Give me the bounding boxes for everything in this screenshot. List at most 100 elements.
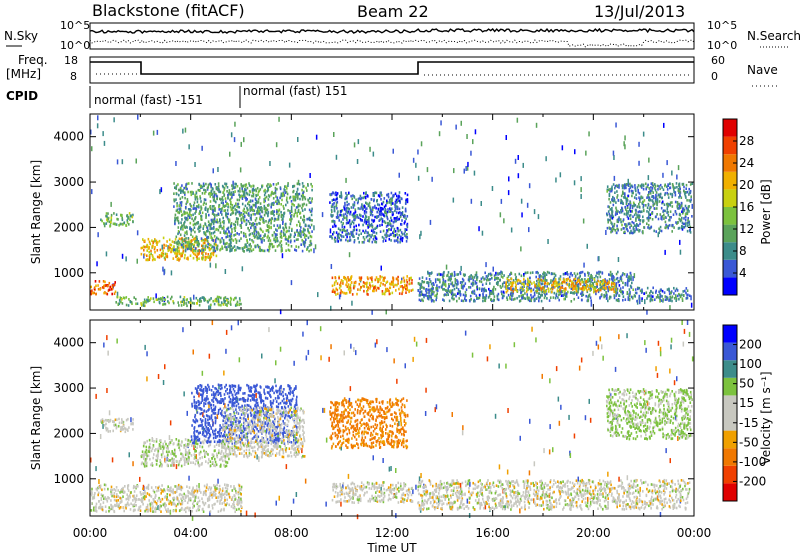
data-point <box>411 279 413 282</box>
data-point <box>171 295 173 299</box>
data-point <box>270 218 273 222</box>
data-point <box>588 287 590 291</box>
data-point <box>202 253 204 257</box>
colorbar-swatch <box>723 119 737 137</box>
data-point <box>204 241 206 245</box>
data-point <box>686 229 689 233</box>
data-point <box>229 242 232 246</box>
data-point <box>686 224 689 228</box>
data-point <box>390 283 392 286</box>
data-point <box>189 254 192 257</box>
data-point <box>596 285 598 288</box>
data-point <box>443 288 446 291</box>
data-point <box>562 294 565 297</box>
data-point <box>691 182 694 185</box>
data-point <box>350 233 353 237</box>
data-point <box>557 289 560 293</box>
data-point <box>602 286 605 289</box>
colorbar-tick-label: 16 <box>739 200 754 214</box>
data-point <box>668 218 670 222</box>
data-point <box>186 187 188 191</box>
data-point <box>261 237 264 240</box>
date-title: 13/Jul/2013 <box>594 2 685 21</box>
data-point <box>115 223 118 226</box>
data-point <box>225 184 227 187</box>
data-point <box>554 285 556 289</box>
data-point <box>334 198 337 202</box>
data-point <box>197 188 200 192</box>
data-point <box>475 281 478 285</box>
data-point <box>516 296 518 300</box>
data-point <box>573 272 576 275</box>
data-point <box>303 184 305 188</box>
data-point <box>380 217 383 220</box>
data-point <box>438 272 440 276</box>
data-point <box>352 194 354 197</box>
data-point <box>382 207 385 211</box>
data-point <box>275 183 278 186</box>
data-point <box>207 236 210 239</box>
data-point <box>494 288 497 291</box>
data-point <box>374 240 376 244</box>
scatter-point <box>455 124 457 130</box>
data-point <box>181 214 183 217</box>
data-point <box>370 212 373 215</box>
data-point <box>121 218 124 222</box>
data-point <box>199 249 202 253</box>
data-point <box>451 289 454 292</box>
data-point <box>358 233 360 237</box>
data-point <box>249 242 251 246</box>
data-point <box>647 226 649 229</box>
data-point <box>677 207 679 210</box>
data-point <box>678 182 681 186</box>
data-point <box>259 217 261 220</box>
scatter-point <box>663 122 665 128</box>
scatter-point <box>438 131 441 137</box>
data-point <box>434 294 436 298</box>
data-point <box>428 278 431 281</box>
data-point <box>573 297 575 301</box>
data-point <box>350 206 353 209</box>
data-point <box>223 229 225 232</box>
data-point <box>219 197 221 201</box>
data-point <box>406 284 408 287</box>
data-point <box>388 234 391 238</box>
data-point <box>600 280 603 283</box>
data-point <box>290 245 293 248</box>
data-point <box>556 283 559 287</box>
scatter-point <box>116 291 119 297</box>
data-point <box>371 206 374 209</box>
data-point <box>629 292 631 296</box>
scatter-point <box>233 137 236 143</box>
data-point <box>581 278 584 282</box>
data-point <box>170 248 173 251</box>
data-point <box>538 287 540 291</box>
data-point <box>617 270 619 274</box>
data-point <box>371 210 373 214</box>
data-point <box>263 189 265 193</box>
nsky-traces <box>89 27 695 48</box>
data-point <box>586 280 589 284</box>
data-point <box>267 214 269 218</box>
data-point <box>688 187 690 191</box>
data-point <box>235 239 238 243</box>
data-point <box>191 301 194 305</box>
data-point <box>306 189 308 192</box>
data-point <box>190 247 193 251</box>
data-point <box>369 276 372 280</box>
data-point <box>296 193 298 196</box>
data-point <box>564 272 567 275</box>
data-point <box>394 230 397 233</box>
data-point <box>177 232 179 236</box>
data-point <box>270 225 272 229</box>
data-point <box>335 287 337 291</box>
data-point <box>179 257 181 261</box>
data-point <box>254 219 257 222</box>
data-point <box>218 190 220 194</box>
data-point <box>386 216 388 219</box>
data-point <box>346 203 348 207</box>
data-point <box>613 222 616 226</box>
data-point <box>267 213 269 216</box>
data-point <box>379 275 381 278</box>
data-point <box>638 198 641 201</box>
